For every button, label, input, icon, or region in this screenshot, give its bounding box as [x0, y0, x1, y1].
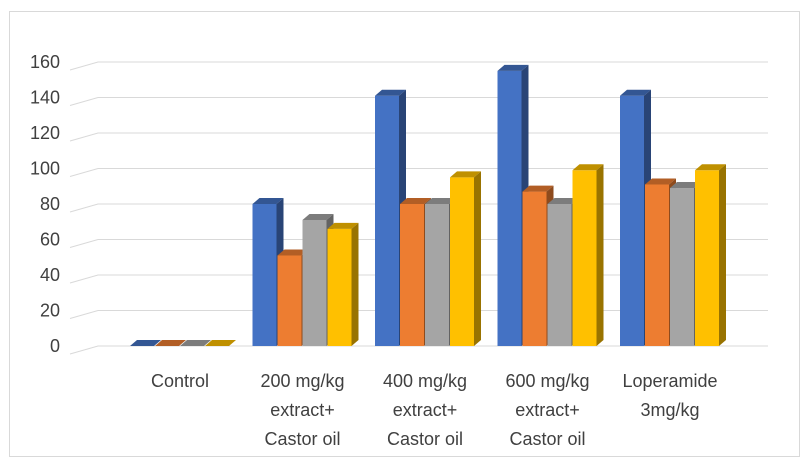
bar-top — [400, 198, 431, 204]
bar — [155, 340, 186, 346]
bar-front — [425, 204, 449, 346]
x-category-label: Castor oil — [509, 429, 585, 449]
bars — [130, 64, 726, 346]
bar-front — [252, 204, 277, 346]
bar-top — [155, 340, 186, 346]
bar — [695, 164, 726, 346]
bar-top — [130, 340, 161, 346]
bar-top — [695, 164, 726, 171]
gridline — [69, 345, 768, 355]
bar-front — [522, 191, 547, 346]
y-tick-label: 140 — [30, 88, 60, 108]
bar-top — [670, 182, 701, 189]
bar-front — [450, 177, 474, 346]
y-tick-label: 100 — [30, 159, 60, 179]
bar-top — [572, 164, 604, 171]
x-category-label: Castor oil — [387, 429, 463, 449]
bar — [130, 340, 161, 346]
bar-top — [620, 89, 651, 96]
x-category-label: 400 mg/kg — [383, 371, 467, 391]
y-tick-label: 20 — [40, 301, 60, 321]
y-tick-label: 120 — [30, 123, 60, 143]
x-category-label: extract+ — [393, 400, 458, 420]
bar-top — [180, 340, 211, 346]
gridline — [69, 61, 768, 71]
bar-top — [302, 213, 334, 220]
bar-top — [450, 171, 481, 178]
bar-front — [620, 95, 644, 346]
bar-front — [277, 255, 302, 346]
y-tick-label: 80 — [40, 194, 60, 214]
x-category-label: Control — [151, 371, 209, 391]
bar — [572, 164, 604, 346]
gridline — [69, 97, 768, 106]
bar — [450, 171, 481, 346]
bar-top — [497, 64, 529, 71]
bar-front — [375, 95, 399, 346]
gridline — [69, 168, 768, 177]
x-category-label: Loperamide — [622, 371, 717, 391]
bar-side — [719, 164, 726, 346]
bar-front — [695, 170, 719, 346]
bar-front — [645, 184, 669, 346]
bar-top — [645, 178, 676, 185]
x-category-label: extract+ — [270, 400, 335, 420]
y-axis-ticks: 0 20 40 60 80 100 120 140 160 — [30, 52, 60, 356]
bar-front — [302, 219, 327, 346]
bar-side — [474, 171, 481, 346]
bar-front — [670, 188, 694, 346]
bar-front — [547, 204, 572, 346]
bar-front — [400, 204, 424, 346]
y-tick-label: 60 — [40, 230, 60, 250]
gridline — [69, 132, 768, 142]
x-axis-categories: Control 200 mg/kg extract+ Castor oil 400 mg… — [151, 371, 718, 449]
bar-top — [327, 222, 359, 229]
bar-top — [375, 89, 406, 96]
x-category-label: extract+ — [515, 400, 580, 420]
bar-top — [547, 198, 579, 204]
bar-side — [596, 164, 604, 346]
bar-top — [205, 340, 236, 346]
x-category-label: Castor oil — [264, 429, 340, 449]
bar-front — [572, 170, 597, 346]
y-tick-label: 40 — [40, 265, 60, 285]
bar — [180, 340, 211, 346]
bar-top — [277, 249, 309, 256]
x-category-label: 3mg/kg — [640, 400, 699, 420]
bar — [205, 340, 236, 346]
bar-front — [327, 228, 352, 346]
x-category-label: 200 mg/kg — [260, 371, 344, 391]
x-category-label: 600 mg/kg — [505, 371, 589, 391]
y-tick-label: 0 — [50, 336, 60, 356]
bar-top — [425, 198, 456, 204]
bar — [327, 222, 359, 346]
y-tick-label: 160 — [30, 52, 60, 72]
bar-front — [497, 70, 522, 346]
bar-top — [522, 185, 554, 192]
bar-top — [252, 198, 284, 204]
bar-side — [351, 222, 359, 346]
